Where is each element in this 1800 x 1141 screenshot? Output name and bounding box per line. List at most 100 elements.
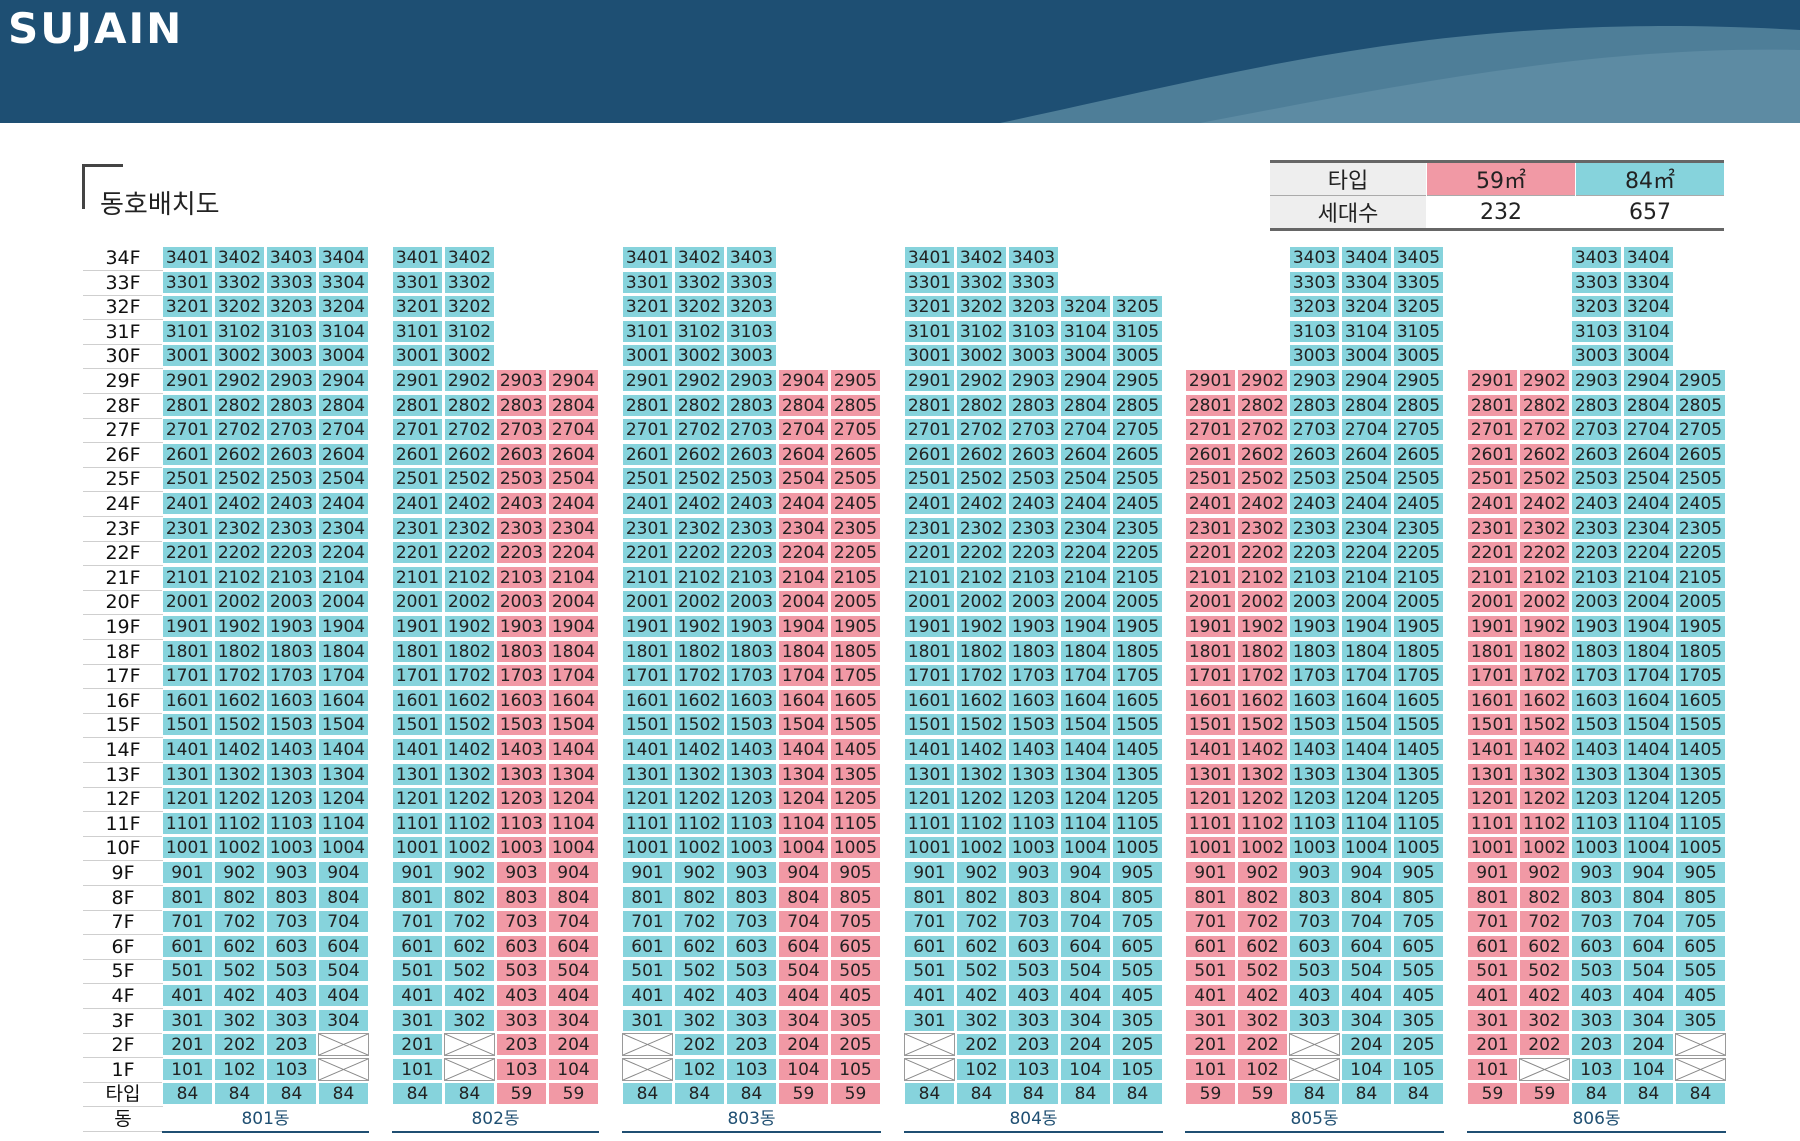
unit-cell: 502 <box>1519 959 1570 983</box>
unit-cell: 1603 <box>726 688 777 712</box>
unit-cell: 1601 <box>1467 688 1518 712</box>
unit-cell: 2003 <box>496 590 547 614</box>
unit-cell: 804 <box>1060 885 1111 909</box>
unit-cell: 204 <box>1060 1033 1111 1057</box>
unit-cell: 701 <box>904 910 955 934</box>
unit-type-cell: 59 <box>778 1082 829 1106</box>
unit-cell: 2801 <box>1467 393 1518 417</box>
unit-cell: 2003 <box>1289 590 1340 614</box>
unit-cell: 2204 <box>1341 541 1392 565</box>
unit-cell: 2704 <box>1341 418 1392 442</box>
unit-cell: 2604 <box>1623 442 1674 466</box>
unit-cell: 2403 <box>726 492 777 515</box>
unit-cell: 1405 <box>830 738 881 761</box>
unit-cell: 1802 <box>214 639 265 663</box>
unit-cell: 3402 <box>956 246 1007 269</box>
unit-cell: 3201 <box>162 295 213 319</box>
unit-cell: 902 <box>214 861 265 884</box>
unit-cell: 3204 <box>1060 295 1111 319</box>
unit-cell: 1302 <box>1519 762 1570 786</box>
unit-cell: 2403 <box>1008 492 1059 515</box>
unit-cell: 1702 <box>1519 664 1570 688</box>
unit-cell: 504 <box>1341 959 1392 983</box>
unit-cell: 2001 <box>162 590 213 614</box>
unit-cell: 105 <box>830 1057 881 1081</box>
unit-cell: 202 <box>674 1033 725 1057</box>
unit-cell: 3402 <box>674 246 725 269</box>
unit-cell: 1004 <box>548 836 599 860</box>
unit-cell: 1501 <box>392 713 443 737</box>
unit-cell: 1902 <box>956 615 1007 638</box>
unit-cell: 2101 <box>1467 565 1518 589</box>
unit-cell: 1602 <box>1237 688 1288 712</box>
unit-cell: 1205 <box>1393 787 1444 811</box>
unit-cell: 402 <box>444 984 495 1007</box>
legend-type-label: 타입 <box>1270 160 1427 196</box>
unit-cell: 105 <box>1393 1057 1444 1081</box>
unit-cell: 1603 <box>1008 688 1059 712</box>
unit-cell: 3101 <box>162 319 213 343</box>
unit-cell: 1902 <box>1237 615 1288 638</box>
unit-cell: 804 <box>778 885 829 909</box>
unit-cell: 1405 <box>1675 738 1726 761</box>
unit-cell: 1803 <box>1571 639 1622 663</box>
unit-cell: 1002 <box>674 836 725 860</box>
unit-cell: 1302 <box>444 762 495 786</box>
unit-cell: 1301 <box>392 762 443 786</box>
floor-label: 34F <box>83 246 163 271</box>
unit-cell: 503 <box>496 959 547 983</box>
unit-cell: 1805 <box>1112 639 1163 663</box>
unit-cell: 802 <box>444 885 495 909</box>
unit-type-cell: 84 <box>726 1082 777 1106</box>
unit-cell: 305 <box>830 1008 881 1032</box>
unit-cell: 2701 <box>392 418 443 442</box>
unit-cell: 202 <box>1237 1033 1288 1057</box>
unit-cell: 1002 <box>214 836 265 860</box>
floor-label: 20F <box>83 590 163 616</box>
unit-cell: 904 <box>1623 861 1674 884</box>
unit-cell: 2903 <box>1008 369 1059 392</box>
unit-cell: 201 <box>1467 1033 1518 1057</box>
unit-cell: 2302 <box>674 516 725 540</box>
unit-cell: 1103 <box>496 811 547 835</box>
floor-label: 2F <box>83 1033 163 1059</box>
unit-cell: 1604 <box>1341 688 1392 712</box>
unit-cell: 104 <box>1341 1057 1392 1081</box>
unit-cell: 1003 <box>726 836 777 860</box>
unit-cell: 2104 <box>1060 565 1111 589</box>
unit-cell: 302 <box>444 1008 495 1032</box>
unit-cell: 803 <box>266 885 317 909</box>
unit-cell: 1003 <box>1289 836 1340 860</box>
unit-cell: 1903 <box>1289 615 1340 638</box>
unit-cell: 805 <box>1112 885 1163 909</box>
unit-cell: 1205 <box>1112 787 1163 811</box>
unit-cell: 3104 <box>318 319 369 343</box>
unit-type-cell: 84 <box>1289 1082 1340 1106</box>
unit-cell: 2605 <box>1112 442 1163 466</box>
unit-cell: 1203 <box>726 787 777 811</box>
unit-cell: 2002 <box>674 590 725 614</box>
sujain-logo: SUJAIN <box>8 4 184 53</box>
floor-label: 13F <box>83 763 163 788</box>
unit-cell: 1704 <box>1341 664 1392 688</box>
unit-cell: 2004 <box>318 590 369 614</box>
unit-cell: 2801 <box>622 393 673 417</box>
unit-cell-empty <box>444 1033 495 1057</box>
unit-cell: 2303 <box>726 516 777 540</box>
unit-cell: 903 <box>1571 861 1622 884</box>
unit-cell: 1904 <box>1060 615 1111 638</box>
unit-cell: 2302 <box>956 516 1007 540</box>
unit-cell: 3404 <box>1623 246 1674 269</box>
unit-cell: 3205 <box>1393 295 1444 319</box>
unit-cell: 2802 <box>956 393 1007 417</box>
unit-cell: 2002 <box>444 590 495 614</box>
unit-cell: 2405 <box>1393 492 1444 515</box>
unit-cell: 2203 <box>266 541 317 565</box>
unit-cell: 602 <box>1519 934 1570 958</box>
unit-cell: 1404 <box>548 738 599 761</box>
unit-cell: 2402 <box>1519 492 1570 515</box>
unit-cell: 2304 <box>1341 516 1392 540</box>
unit-cell: 2402 <box>1237 492 1288 515</box>
unit-cell: 601 <box>392 934 443 958</box>
floor-label: 7F <box>83 910 163 936</box>
